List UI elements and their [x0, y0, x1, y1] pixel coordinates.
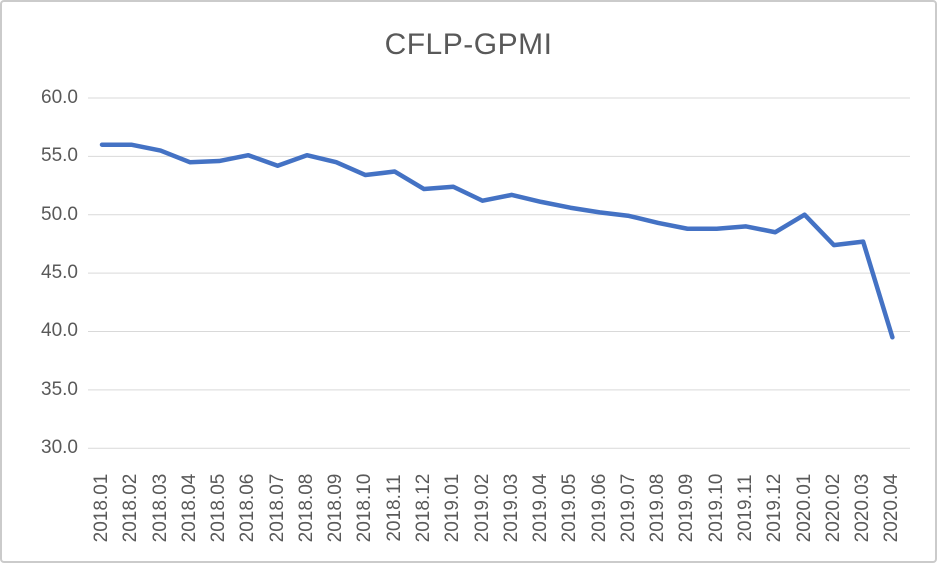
x-axis-tick-label: 2019.12: [764, 473, 786, 543]
x-axis-tick-label: 2018.09: [325, 473, 347, 543]
data-series-line: [99, 142, 895, 340]
x-axis-tick-label: 2020.03: [852, 473, 874, 543]
x-axis-tick-label: 2018.04: [178, 473, 200, 543]
chart-title: CFLP-GPMI: [384, 28, 553, 61]
y-axis-tick-label: 50.0: [41, 203, 78, 225]
x-axis-tick-label: 2019.10: [705, 473, 727, 543]
x-axis-tick-label: 2019.05: [559, 473, 581, 543]
x-axis-tick-label: 2020.01: [793, 473, 815, 543]
x-axis-tick-label: 2018.12: [413, 473, 434, 543]
x-axis-tick-label: 2018.06: [237, 473, 259, 543]
x-axis-tick-label: 2018.07: [266, 473, 288, 543]
x-axis-tick-label: 2019.02: [471, 473, 493, 543]
x-axis-tick-label: 2018.01: [91, 473, 112, 543]
x-axis-tick-label: 2018.03: [149, 473, 171, 543]
data-series-group: [99, 142, 895, 340]
x-axis-tick-label: 2018.11: [383, 474, 405, 542]
x-axis-tick-label: 2019.01: [442, 473, 464, 543]
y-axis-tick-label: 35.0: [41, 378, 78, 400]
x-axis-tick-label: 2019.11: [735, 474, 757, 542]
x-axis-tick-label: 2018.08: [295, 473, 317, 543]
x-axis-tick-label: 2019.07: [617, 473, 639, 543]
x-axis-tick-label: 2020.02: [822, 473, 844, 543]
x-axis-tick-label: 2019.04: [530, 473, 552, 543]
x-axis-tick-label: 2018.10: [354, 473, 376, 543]
y-axis-tick-label: 30.0: [41, 437, 78, 459]
y-axis-tick-label: 45.0: [41, 262, 78, 284]
x-axis-tick-label: 2019.08: [647, 473, 669, 543]
y-axis-tick-label: 40.0: [41, 320, 78, 342]
x-axis-tick-label: 2019.03: [500, 473, 522, 543]
x-axis-tick-label: 2019.09: [676, 473, 698, 543]
y-axis-tick-label: 55.0: [41, 145, 78, 167]
gridlines-group: [88, 97, 910, 449]
x-axis-tick-label: 2018.02: [120, 473, 142, 543]
y-axis-tick-label: 60.0: [41, 87, 78, 108]
x-axis-tick-label: 2020.04: [881, 473, 903, 543]
x-axis-tick-label: 2018.05: [208, 473, 230, 543]
x-axis-tick-label: 2019.06: [588, 473, 610, 543]
